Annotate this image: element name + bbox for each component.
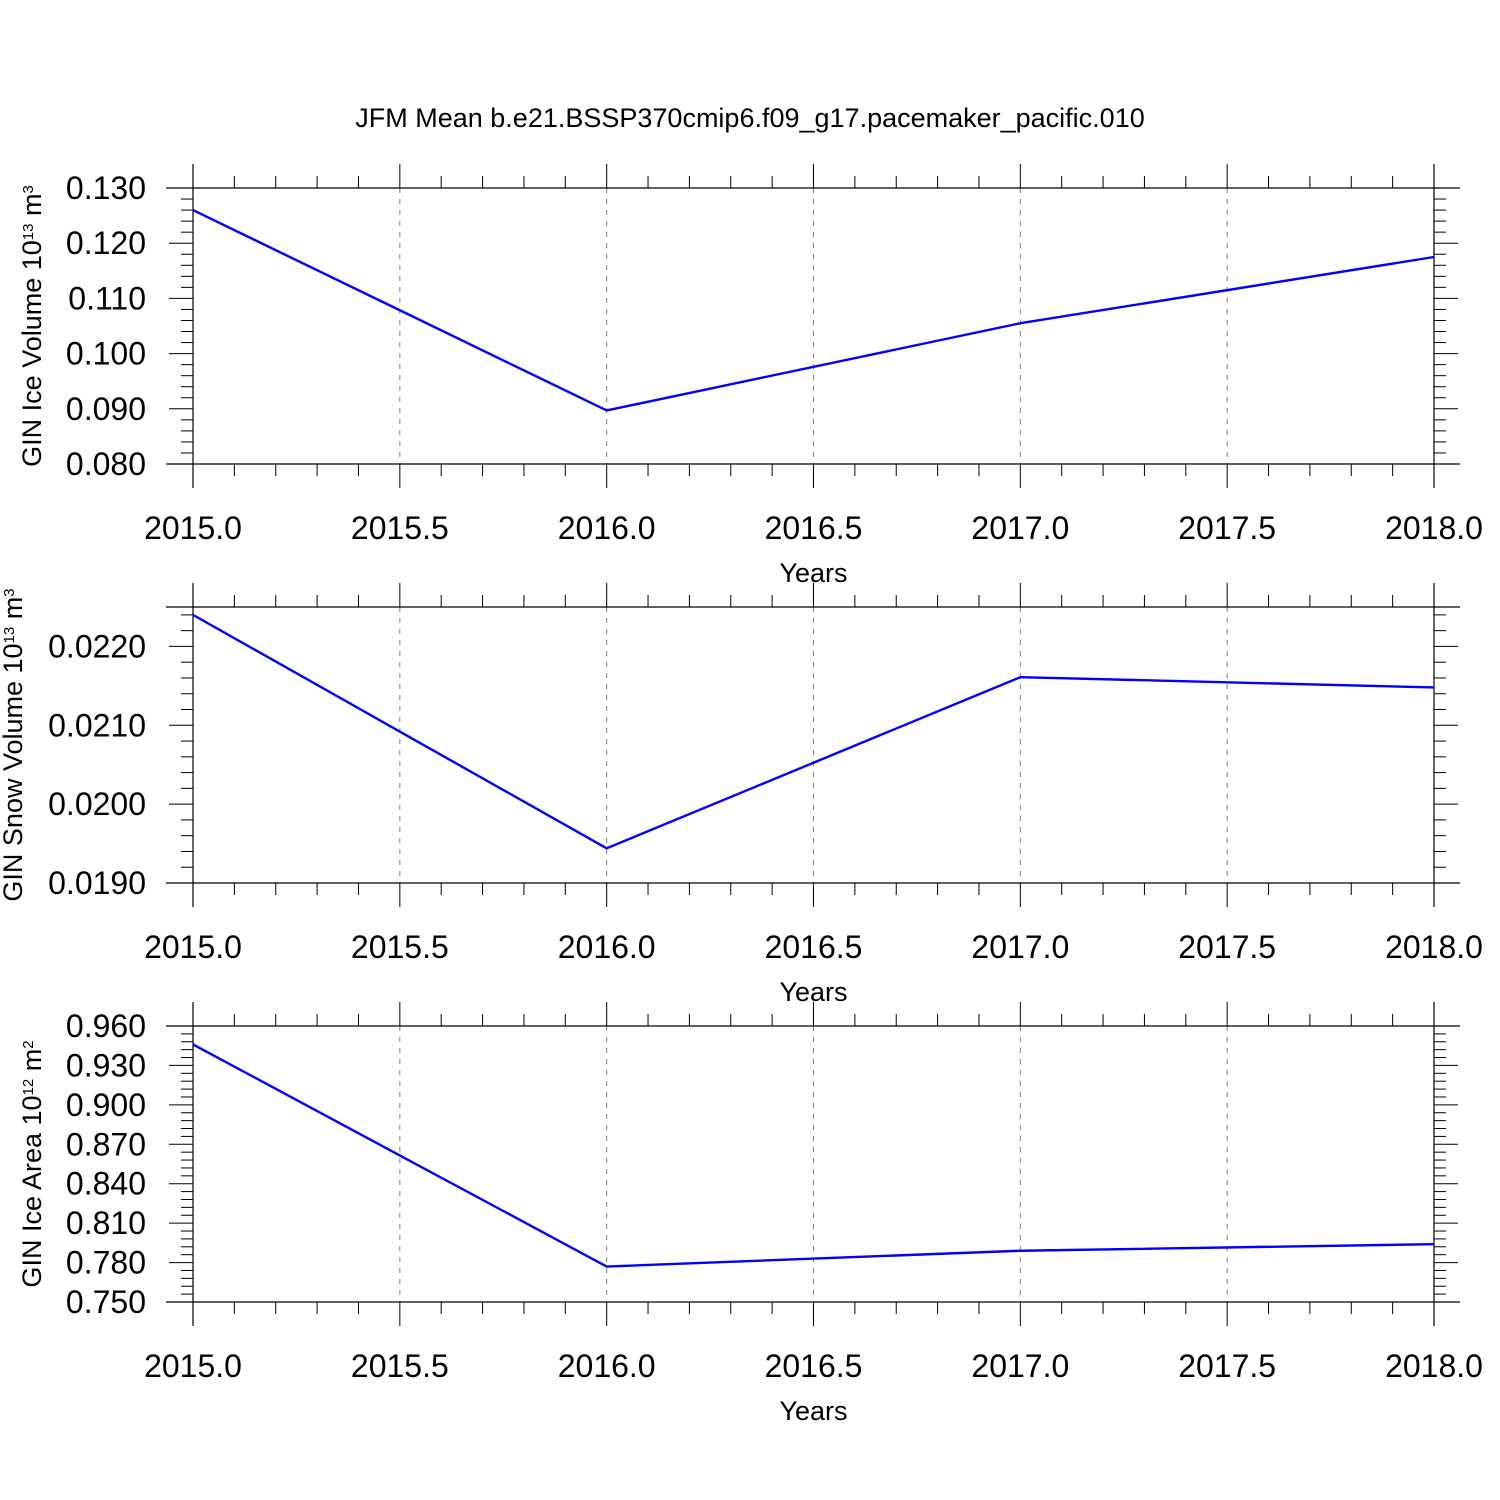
x-tick-label: 2017.0: [971, 510, 1069, 546]
x-tick-label: 2016.5: [765, 929, 863, 965]
x-tick-label: 2017.0: [971, 1348, 1069, 1384]
y-axis-title: GIN Ice Volume 1013 m3: [17, 185, 47, 467]
series-line: [192, 1043, 1435, 1268]
x-tick-label: 2015.5: [351, 929, 449, 965]
x-tick-label: 2018.0: [1385, 510, 1483, 546]
y-tick-label: 0.130: [66, 170, 146, 206]
y-axis-title-part: GIN Snow Volume 10: [0, 643, 28, 901]
series-line: [192, 209, 1435, 412]
x-tick-label: 2015.5: [351, 1348, 449, 1384]
x-tick-label: 2017.5: [1178, 1348, 1276, 1384]
y-tick-label: 0.120: [66, 225, 146, 261]
y-tick-label: 0.780: [66, 1245, 146, 1281]
x-tick-label: 2017.5: [1178, 929, 1276, 965]
y-tick-label: 0.900: [66, 1087, 146, 1123]
x-tick-label: 2016.5: [765, 1348, 863, 1384]
y-tick-label: 0.090: [66, 391, 146, 427]
y-tick-label: 0.0210: [48, 707, 146, 743]
y-tick-label: 0.110: [68, 280, 146, 316]
x-tick-label: 2015.0: [144, 510, 242, 546]
x-tick-label: 2016.5: [765, 510, 863, 546]
y-axis-title: GIN Ice Area 1012 m2: [17, 1040, 47, 1287]
x-tick-label: 2018.0: [1385, 1348, 1483, 1384]
y-tick-label: 0.100: [66, 336, 146, 372]
y-tick-label: 0.960: [66, 1008, 146, 1044]
x-tick-label: 2016.0: [558, 510, 656, 546]
chart-panel-1: 2015.0 2015.5 2016.0 2016.5 2017.0 2017.5 2018…: [17, 164, 1483, 588]
y-tick-label: 0.0190: [48, 865, 146, 901]
y-axis-title-part: GIN Ice Area 10: [17, 1095, 47, 1287]
y-axis-title-superscript: 3: [1, 588, 18, 596]
y-axis-title-superscript: 12: [20, 1079, 37, 1096]
x-tick-label: 2017.0: [971, 929, 1069, 965]
x-tick-label: 2015.5: [351, 510, 449, 546]
x-tick-label: 2016.0: [558, 929, 656, 965]
y-axis-title-part: m: [0, 597, 28, 627]
x-tick-label: 2017.5: [1178, 510, 1276, 546]
y-tick-label: 0.0220: [48, 628, 146, 664]
x-tick-label: 2015.0: [144, 929, 242, 965]
chart-panels: 2015.0 2015.5 2016.0 2016.5 2017.0 2017.5 2018…: [0, 164, 1483, 1426]
y-axis-title-superscript: 13: [1, 627, 18, 644]
y-tick-label: 0.810: [66, 1205, 146, 1241]
x-tick-label: 2016.0: [558, 1348, 656, 1384]
y-tick-label: 0.0200: [48, 786, 146, 822]
figure-title: JFM Mean b.e21.BSSP370cmip6.f09_g17.pace…: [355, 103, 1144, 133]
y-tick-label: 0.870: [66, 1126, 146, 1162]
chart-panel-2: 2015.0 2015.5 2016.0 2016.5 2017.0 2017.5 2018…: [0, 583, 1483, 1007]
y-axis-title-superscript: 3: [20, 185, 37, 193]
y-axis-title: GIN Snow Volume 1013 m3: [0, 588, 28, 901]
x-tick-label: 2015.0: [144, 1348, 242, 1384]
y-axis-title-superscript: 13: [20, 224, 37, 241]
x-tick-label: 2018.0: [1385, 929, 1483, 965]
y-tick-label: 0.750: [66, 1284, 146, 1320]
x-axis-title: Years: [779, 1396, 847, 1426]
series-line: [192, 613, 1435, 850]
y-tick-label: 0.840: [66, 1166, 146, 1202]
chart-panel-3: 2015.0 2015.5 2016.0 2016.5 2017.0 2017.5 2018…: [17, 1002, 1483, 1426]
y-axis-title-part: m: [17, 194, 47, 224]
y-axis-title-part: GIN Ice Volume 10: [17, 240, 47, 467]
y-axis-title-part: m: [17, 1049, 47, 1079]
y-tick-label: 0.930: [66, 1047, 146, 1083]
y-axis-title-superscript: 2: [20, 1040, 37, 1048]
y-tick-label: 0.080: [66, 446, 146, 482]
